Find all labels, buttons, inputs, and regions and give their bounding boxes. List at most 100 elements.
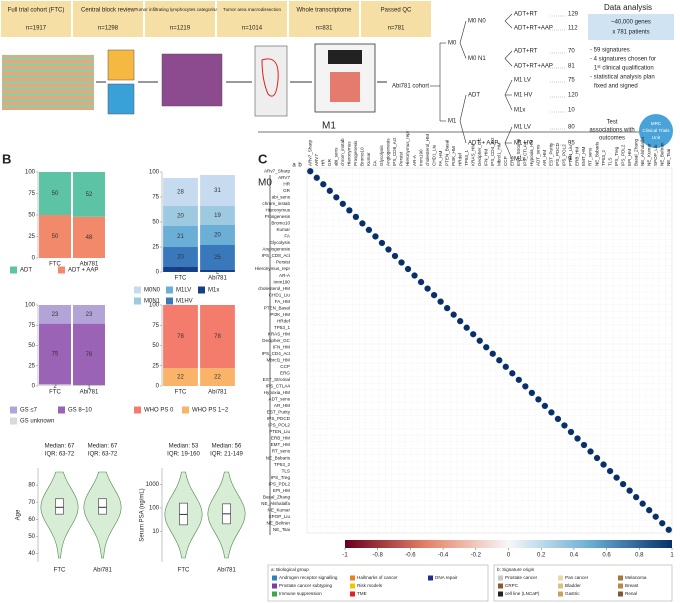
column-label: ARv7_Sharp: [307, 140, 312, 166]
correlation-dot: [359, 220, 366, 227]
column-label: Mbrcl1_HM: [496, 142, 501, 166]
leaf-n: 129: [568, 12, 579, 18]
correlation-dot: [489, 350, 496, 357]
legend-label: Hallmarks of cancer: [357, 575, 398, 580]
column-label: EST_Stromal: [516, 139, 521, 166]
row-label: Hieronymus_repr: [255, 266, 291, 271]
step-title: Full trial cohort (FTC): [8, 8, 65, 14]
row-label: IPS_PDL2: [269, 481, 291, 486]
bar-value: 23: [52, 312, 59, 318]
colorbar-tick-label: 0: [507, 553, 511, 559]
tree-line: [504, 79, 513, 96]
legend-label: Gastric: [565, 591, 580, 596]
tree-line: [459, 120, 467, 144]
tree-line: [504, 94, 513, 111]
bar-value: 50: [52, 191, 59, 197]
legend-label: WHO PS 0: [144, 408, 174, 414]
leaf-n: 81: [568, 64, 575, 70]
legend-label: CRPC: [505, 583, 519, 588]
bar-value: 22: [214, 375, 221, 381]
y-tick-label: 75: [152, 323, 159, 329]
row-label: chrom_instab: [262, 201, 290, 206]
column-label: TLS: [607, 158, 612, 166]
legend-swatch: [272, 575, 277, 581]
bar-value: 2: [216, 270, 220, 276]
block-icon: [107, 49, 135, 81]
column-label: NE_Kumar: [646, 143, 651, 166]
correlation-dot: [411, 272, 418, 279]
bar-value: 31: [214, 188, 221, 194]
correlation-dot: [554, 415, 562, 423]
legend-label: M1x: [208, 288, 219, 294]
row-label: IPS_CTLA4: [266, 384, 291, 389]
row-label: NE_Alshalalfa: [261, 501, 290, 506]
y-tick-label: 50: [152, 343, 159, 349]
leaf-arm: ADT+RT+AAP: [514, 26, 553, 32]
y-tick-label: 50: [152, 220, 159, 226]
legend-title: b: Signature origin: [497, 567, 535, 572]
analysis-bullet: - 59 signatures: [590, 48, 630, 54]
x-tick-label: Abi781: [208, 276, 227, 282]
correlation-dot: [339, 200, 346, 207]
bar-segment: [73, 305, 105, 324]
legend-swatch: [58, 406, 65, 414]
correlation-dot: [528, 389, 535, 396]
y-tick-label: 75: [28, 323, 35, 329]
column-label: IPS_CD8_Act: [392, 137, 397, 166]
y-tick-label: 100: [25, 170, 36, 176]
y-tick-label: 10: [152, 529, 159, 535]
x-tick-label: FTC: [178, 568, 190, 574]
analysis-bullet: 1ˢᵗ clinical qualification: [594, 65, 654, 72]
correlation-dot: [404, 265, 412, 273]
legend-swatch: [198, 286, 205, 294]
row-label: IPS_POL2: [268, 423, 290, 428]
colorbar-tick-label: -0.2: [471, 553, 482, 559]
column-label: Hieronymus: [347, 141, 352, 166]
y-tick-label: 75: [152, 195, 159, 201]
y-tick-label: 25: [28, 363, 35, 369]
bar-value: 20: [177, 255, 184, 261]
tumor-outline: [261, 58, 279, 97]
cohort-label: Abi781 cohort: [392, 84, 429, 90]
row-label: PTEN_Basal: [264, 305, 290, 310]
row-label: HRdef: [277, 318, 291, 323]
row-label: TP53_1: [274, 325, 291, 330]
legend-swatch: [558, 591, 563, 597]
legend-label: DNA repair: [435, 575, 458, 580]
tree-line: [504, 50, 513, 59]
stat-label: Median: 53: [169, 444, 199, 450]
step-title: Passed QC: [381, 8, 412, 14]
column-label: PTEN_Liu: [568, 145, 573, 166]
bar-value: 48: [86, 235, 93, 241]
row-label: ADT_sens: [269, 397, 291, 402]
correlation-dot: [313, 174, 320, 181]
legend-swatch: [428, 575, 433, 581]
legend-swatch: [10, 406, 17, 414]
colorbar-tick-label: 0.4: [570, 553, 579, 559]
legend-swatch: [58, 266, 65, 274]
bar-segment: [73, 216, 105, 258]
legend-swatch: [498, 575, 503, 581]
row-label: IFN_HM: [273, 344, 290, 349]
leaf-n: 120: [568, 93, 579, 99]
block-icon: [107, 83, 135, 115]
column-label: Kumar: [366, 152, 371, 166]
y-tick-label: 100: [25, 303, 36, 309]
step-title: Whole transcriptome: [296, 8, 352, 14]
step-title: Tumor infiltrating lymphocytes categoris…: [135, 7, 226, 12]
colorbar-tick-label: 1: [670, 553, 674, 559]
bar-segment: [200, 206, 235, 225]
bar-value: 5: [179, 267, 183, 273]
row-label: EMT_HM: [271, 442, 291, 447]
leaf-n: 9: [568, 157, 572, 163]
correlation-dot: [665, 526, 672, 533]
legend-label: GS 8~10: [68, 408, 93, 414]
violin-shape: [83, 471, 122, 559]
colorbar-tick-label: -0.8: [373, 553, 384, 559]
correlation-dot: [437, 298, 444, 305]
bar-value: 2: [53, 384, 57, 390]
row-label: IPS_Treg: [271, 475, 291, 480]
colorbar: [345, 540, 672, 548]
correlation-dot: [659, 520, 666, 527]
tree-line: [504, 126, 513, 144]
